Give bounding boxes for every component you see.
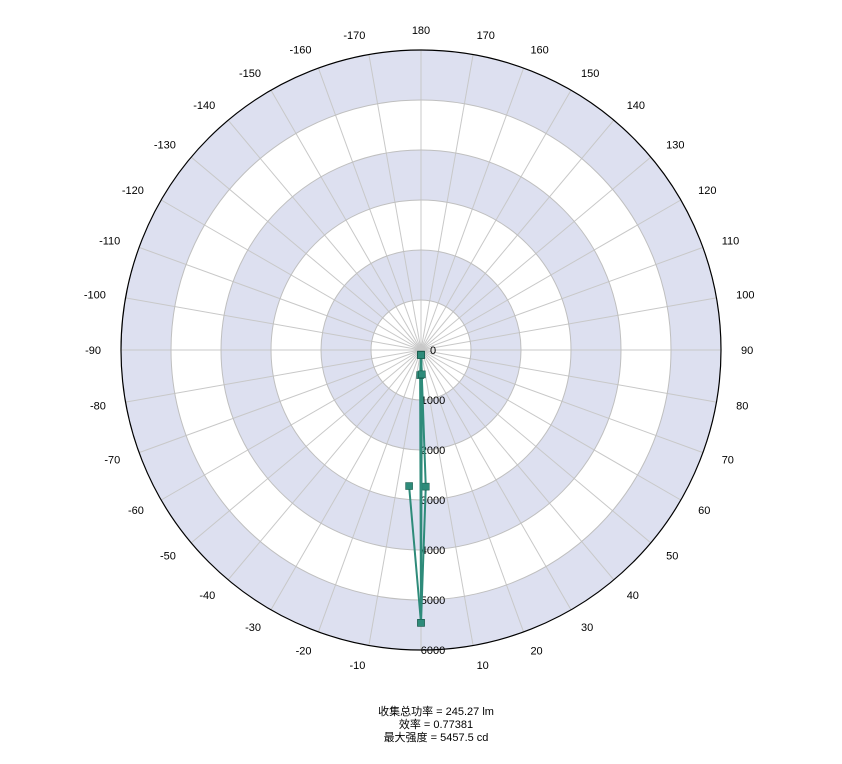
angle-label: -70 <box>104 454 120 466</box>
angle-label: 130 <box>666 139 684 151</box>
angle-label: 170 <box>477 30 495 42</box>
angle-label: 60 <box>698 505 710 517</box>
series-marker-curve-a <box>406 483 413 490</box>
footer-line-3: 最大强度 = 5457.5 cd <box>384 730 489 744</box>
polar-chart-svg: 0100020003000400050006000102030405060708… <box>0 0 842 764</box>
angle-label: 50 <box>666 551 678 563</box>
radial-value-label: 6000 <box>421 645 445 657</box>
angle-label: 140 <box>627 100 645 112</box>
radial-value-label: 5000 <box>421 595 445 607</box>
angle-label: -100 <box>84 289 106 301</box>
angle-label: 10 <box>477 660 489 672</box>
angle-label: -130 <box>154 139 176 151</box>
series-marker-curve-b <box>418 371 425 378</box>
angle-label: 40 <box>627 590 639 602</box>
angle-label: -150 <box>239 68 261 80</box>
angle-label: 80 <box>736 401 748 413</box>
angle-label: 90 <box>741 345 753 357</box>
angle-label: -60 <box>128 505 144 517</box>
angle-label: 110 <box>722 236 740 248</box>
footer-line-1: 收集总功率 = 245.27 lm <box>378 704 494 718</box>
series-marker-curve-a <box>422 483 429 490</box>
angle-label: 100 <box>736 289 754 301</box>
angle-label: -50 <box>160 551 176 563</box>
angle-label: -110 <box>99 236 120 248</box>
angle-label: -20 <box>296 646 312 658</box>
angle-label: 70 <box>722 454 734 466</box>
angle-label: -160 <box>290 44 312 56</box>
angle-label: -170 <box>343 30 365 42</box>
angle-label: -10 <box>350 660 366 672</box>
angle-label: 30 <box>581 622 593 634</box>
angle-label: 120 <box>698 185 716 197</box>
radial-value-label: 0 <box>430 345 436 357</box>
series-marker-curve-b <box>418 352 425 359</box>
angle-label: -140 <box>193 100 215 112</box>
angle-label: 180 <box>412 25 430 37</box>
series-line-curve-b <box>420 355 422 623</box>
angle-label: 160 <box>530 44 548 56</box>
angle-label: -120 <box>122 185 144 197</box>
angle-label: -80 <box>90 401 106 413</box>
angle-label: -40 <box>199 590 215 602</box>
angle-label: -90 <box>85 345 101 357</box>
footer-line-2: 效率 = 0.77381 <box>399 717 473 731</box>
angle-label: 20 <box>530 646 542 658</box>
series-marker-curve-b <box>418 619 425 626</box>
angle-label: -30 <box>245 622 261 634</box>
polar-chart-container: 0100020003000400050006000102030405060708… <box>0 0 842 764</box>
angle-label: 150 <box>581 68 599 80</box>
radial-value-label: 1000 <box>421 395 445 407</box>
